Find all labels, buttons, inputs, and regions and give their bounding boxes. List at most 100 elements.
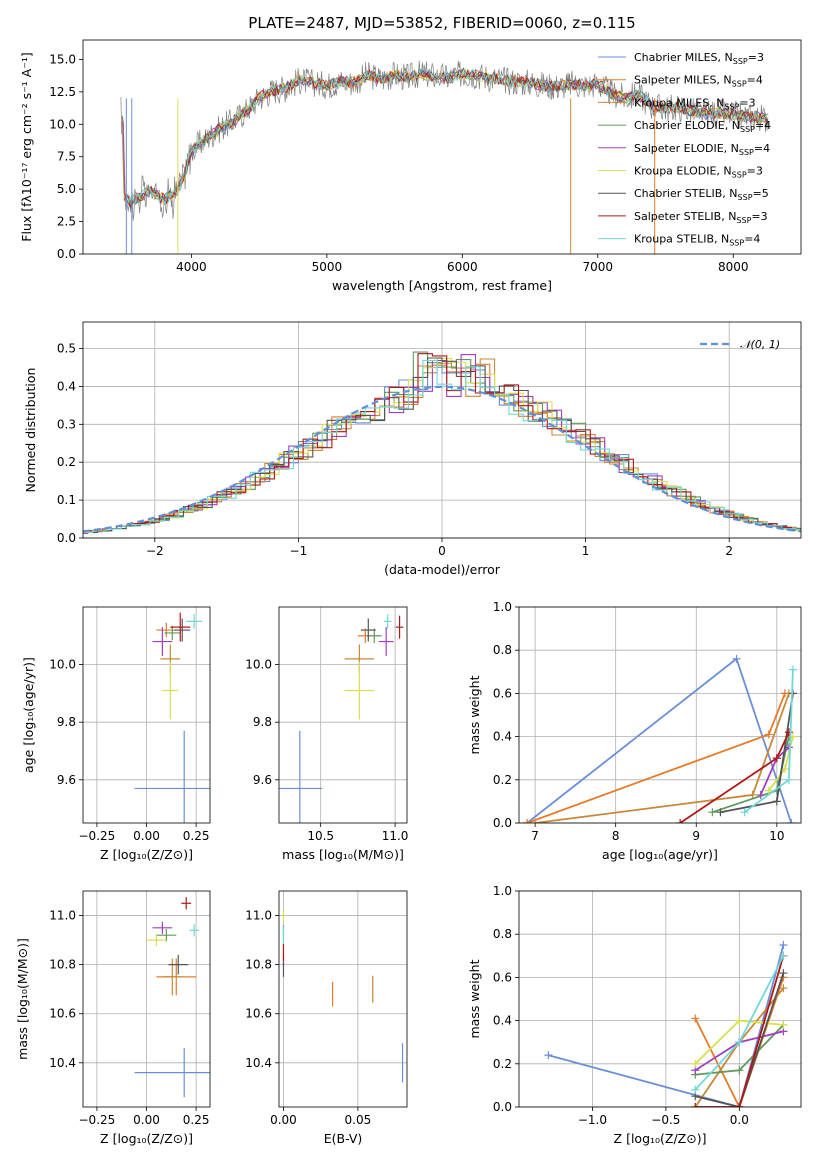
y-tick-label: 0.4 <box>493 730 512 744</box>
legend-entry: Salpeter STELIB, NSSP=3 <box>634 210 768 225</box>
y-axis-label: Normed distribution <box>23 368 38 493</box>
legend-entry: Kroupa STELIB, NSSP=4 <box>634 233 760 248</box>
marker-plus <box>779 969 788 978</box>
grid-ebv-mass <box>279 891 407 1107</box>
x-tick-label: 2 <box>725 544 733 558</box>
axes-age-weight: 7 8 9 10 0.0 0.2 0.4 0.6 0.8 1.0 age [log₁₀(age/yr… <box>467 600 802 862</box>
model-line-2 <box>121 68 768 207</box>
x-tick-label: 10 <box>769 829 784 843</box>
x-tick-label: −0.25 <box>79 1113 116 1127</box>
model-line-6 <box>123 67 768 206</box>
y-tick-label: 1.0 <box>493 600 512 614</box>
y-tick-label: 0.2 <box>493 1057 512 1071</box>
errorbars-mass-age <box>279 614 404 823</box>
model-line-7 <box>124 68 768 210</box>
x-tick-label: 10.5 <box>307 829 334 843</box>
x-axis-label: Z [log₁₀(Z/Z⊙)] <box>614 1131 707 1146</box>
axes-ebv-mass: 0.00 0.05 10.4 10.6 10.8 11.0 E(B-V) <box>245 890 408 1146</box>
axes-z-weight: −1.0 −0.5 0.0 0.0 0.2 0.4 0.6 0.8 1.0 Z [log₁₀(Z/… <box>467 884 802 1146</box>
marker-plus <box>735 1016 744 1025</box>
x-tick-label: 9 <box>692 829 700 843</box>
marker-plus <box>708 808 717 817</box>
marker-plus <box>784 728 793 737</box>
marker-plus <box>735 1038 744 1047</box>
x-tick-label: 0.00 <box>270 1113 297 1127</box>
weight-line-6 <box>695 972 785 1107</box>
axes-mass-age: 10.5 11.0 9.6 9.8 10.0 mass [log₁₀(M/M⊙)] <box>245 606 409 862</box>
marker-plus <box>544 1051 553 1060</box>
marker-plus <box>756 790 765 799</box>
marker-plus <box>732 654 741 663</box>
marker-plus <box>788 665 797 674</box>
marker-plus <box>787 819 796 823</box>
grid-age-weight <box>519 606 801 824</box>
y-tick-label: 0.3 <box>57 417 76 431</box>
x-axis-label: mass [log₁₀(M/M⊙)] <box>282 847 404 862</box>
axes-z-mass: −0.25 0.00 0.25 10.4 10.6 10.8 11.0 Z [log₁₀(Z/… <box>15 890 211 1146</box>
x-tick-label: 0.0 <box>730 1113 749 1127</box>
legend-entry: Chabrier MILES, NSSP=3 <box>634 51 764 66</box>
marker-plus <box>748 790 757 799</box>
x-tick-label: 11.0 <box>382 829 409 843</box>
y-tick-label: 0.8 <box>493 927 512 941</box>
plot-area-z-weight <box>544 941 788 1107</box>
x-tick-label: 1 <box>582 544 590 558</box>
y-tick-label: 0.2 <box>493 773 512 787</box>
grid-z-age <box>83 607 210 823</box>
x-tick-label: 7000 <box>583 260 614 274</box>
y-tick-label: 15.0 <box>49 52 76 66</box>
plot-area-age-weight <box>523 654 797 823</box>
marker-plus <box>735 1103 744 1107</box>
normal-reference-curve <box>83 385 801 533</box>
x-tick-label: 6000 <box>447 260 478 274</box>
marker-plus <box>523 819 532 823</box>
y-axis-label: mass [log₁₀(M/M⊙)] <box>15 938 30 1060</box>
axes-frame-spectrum <box>82 39 802 255</box>
plot-area-ebv-mass <box>282 909 404 1083</box>
marker-plus <box>779 984 788 993</box>
y-tick-label: 11.0 <box>49 909 76 923</box>
legend-entry: Chabrier ELODIE, NSSP=4 <box>634 119 771 134</box>
marker-plus <box>691 1059 700 1068</box>
y-tick-label: 10.8 <box>49 958 76 972</box>
y-tick-label: 0.0 <box>493 1100 512 1114</box>
marker-plus <box>716 808 725 817</box>
x-tick-label: −1.0 <box>578 1113 607 1127</box>
x-tick-label: 0.00 <box>133 1113 160 1127</box>
x-axis-label: (data-model)/error <box>384 562 501 577</box>
legend-entry: 𝒩(0, 1) <box>740 338 780 351</box>
x-tick-label: 0.25 <box>183 829 210 843</box>
x-tick-label: 5000 <box>312 260 343 274</box>
weight-line-1 <box>526 693 786 823</box>
marker-plus <box>676 819 685 823</box>
y-tick-label: 12.5 <box>49 85 76 99</box>
marker-plus <box>691 1014 700 1023</box>
x-tick-label: 4000 <box>176 260 207 274</box>
plot-area-mass-age <box>279 614 404 823</box>
legend-entry: Salpeter MILES, NSSP=4 <box>634 74 763 89</box>
axes-frame-age-weight <box>518 606 802 824</box>
marker-plus <box>691 1103 700 1107</box>
model-line-5 <box>123 68 769 205</box>
x-tick-label: 0.05 <box>345 1113 372 1127</box>
y-axis-label: mass weight <box>467 959 482 1038</box>
y-tick-label: 10.0 <box>49 117 76 131</box>
chart-title: PLATE=2487, MJD=53852, FIBERID=0060, z=0… <box>248 14 635 32</box>
y-tick-label: 0.0 <box>57 247 76 261</box>
y-tick-label: 10.6 <box>245 1007 272 1021</box>
axes-frame-mass-age <box>278 606 408 824</box>
x-tick-label: 7 <box>531 829 539 843</box>
y-tick-label: 9.8 <box>57 715 76 729</box>
marker-plus <box>764 730 773 739</box>
errorbars-z-age <box>134 612 210 823</box>
axes-residuals: −2 −1 0 1 2 0.0 0.1 0.2 0.3 0.4 0.5 (data-model)/er… <box>23 321 802 577</box>
x-axis-label: age [log₁₀(age/yr)] <box>602 847 718 862</box>
x-tick-label: 0.00 <box>133 829 160 843</box>
axes-frame-residuals <box>82 321 802 539</box>
y-tick-label: 0.4 <box>493 1014 512 1028</box>
model-line-8 <box>124 68 769 206</box>
plot-area-z-mass <box>134 897 210 1098</box>
y-axis-label: Flux [fλ10⁻¹⁷ erg cm⁻² s⁻¹ A⁻¹] <box>19 52 34 241</box>
axes-spectrum: 4000 5000 6000 7000 8000 0.0 2.5 5.0 7.5 10.0 12.5… <box>19 14 802 293</box>
